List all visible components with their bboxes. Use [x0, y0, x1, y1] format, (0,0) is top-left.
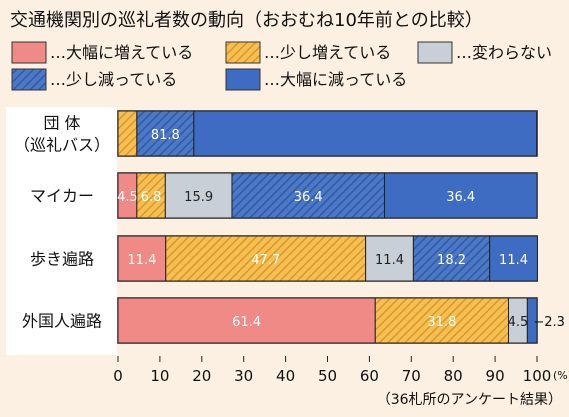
data-label-3-small_inc: 31.8: [427, 315, 456, 330]
legend-label-small_inc: …少し増えている: [264, 43, 391, 62]
data-label-2-small_inc: 47.7: [251, 253, 280, 268]
legend-swatch-big_inc: [11, 41, 47, 64]
legend-label-big_dec: …大幅に減っている: [264, 70, 407, 89]
legend-swatch-small_inc: [225, 41, 261, 64]
x-tick-label-3: 30: [234, 367, 253, 385]
bar-segment-1-small_dec: [231, 172, 385, 219]
data-label-1-same: 15.9: [184, 190, 213, 205]
data-label-3-same: 4.5: [508, 315, 529, 330]
x-axis-unit: (%): [553, 369, 569, 382]
category-label-0-0: 団 体: [43, 114, 80, 133]
bar-segment-0-big_dec: [193, 110, 538, 157]
data-label-2-small_dec: 18.2: [437, 253, 466, 268]
category-label-3-0: 外国人遍路: [22, 312, 102, 331]
x-tick-label-1: 10: [150, 367, 169, 385]
legend-swatch-small_dec: [11, 68, 47, 91]
chart-title: 交通機関別の巡礼者数の動向（おおむね10年前との比較）: [10, 10, 483, 31]
bar-segment-3-big_inc: [117, 297, 376, 344]
category-label-1-0: マイカー: [30, 187, 94, 206]
data-label-3-big_inc: 61.4: [232, 315, 261, 330]
x-tick-label-4: 40: [276, 367, 295, 385]
x-tick-label-2: 20: [192, 367, 211, 385]
x-tick-label-9: 90: [486, 367, 505, 385]
data-label-2-big_dec: 11.4: [499, 253, 528, 268]
data-label-2-big_inc: 11.4: [127, 253, 156, 268]
bar-segment-3-big_dec: [526, 297, 538, 344]
data-label-1-big_dec: 36.4: [446, 190, 475, 205]
data-label-2-same: 11.4: [375, 253, 404, 268]
legend-swatch-same: [417, 41, 453, 64]
x-tick-label-7: 70: [402, 367, 421, 385]
legend-swatch-big_dec: [225, 68, 261, 91]
bar-segment-2-small_dec: [412, 235, 491, 282]
bar-segment-3-small_inc: [374, 297, 510, 344]
source-note: （36札所のアンケート結果）: [377, 392, 562, 408]
x-tick-label-0: 0: [113, 367, 123, 385]
legend-label-same: …変わらない: [456, 43, 552, 62]
bar-segment-1-same: [164, 172, 233, 219]
bar-segment-2-big_dec: [489, 235, 538, 282]
data-label-0-small_dec: 81.8: [151, 128, 180, 143]
x-tick-label-10: 100: [523, 367, 552, 385]
data-label-1-small_inc: 6.8: [141, 190, 162, 205]
bar-segment-2-same: [365, 235, 414, 282]
x-tick-label-6: 60: [360, 367, 379, 385]
category-label-0-1: （巡礼バス）: [14, 136, 110, 155]
legend: …大幅に増えている …少し増えている …変わらない …少し減っている …大幅に減っている: [11, 41, 552, 91]
legend-label-big_inc: …大幅に増えている: [50, 43, 193, 62]
legend-label-small_dec: …少し減っている: [50, 70, 177, 89]
bar-segment-1-big_dec: [383, 172, 538, 219]
bar-segment-0-small_inc: [117, 110, 138, 157]
data-label-1-small_dec: 36.4: [294, 190, 323, 205]
x-tick-label-8: 80: [444, 367, 463, 385]
bar-segment-2-big_inc: [117, 235, 167, 282]
data-label-3-big_dec: −2.3: [533, 315, 565, 330]
x-tick-label-5: 50: [318, 367, 337, 385]
data-label-1-big_inc: 4.5: [117, 190, 138, 205]
bar-segment-0-small_dec: [136, 110, 195, 157]
category-label-2-0: 歩き遍路: [30, 250, 94, 269]
category-label-panel: [6, 107, 117, 355]
